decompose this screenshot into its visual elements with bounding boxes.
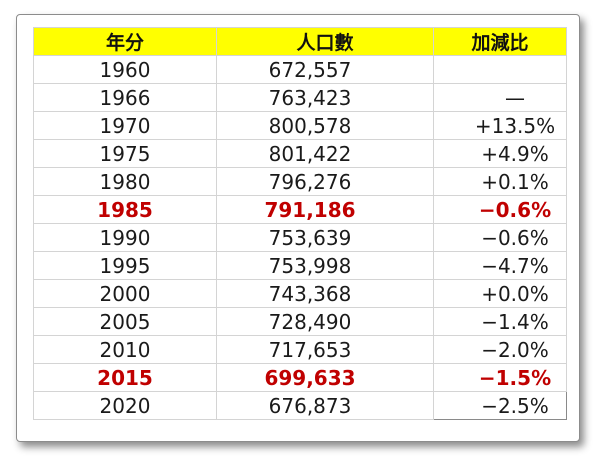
cell-population: 763,423 bbox=[216, 83, 434, 112]
cell-population: 728,490 bbox=[216, 307, 434, 336]
cell-population: 791,186 bbox=[216, 195, 434, 224]
cell-ratio: −2.5% bbox=[433, 391, 567, 420]
table-row: 1980 796,276 +0.1% bbox=[33, 167, 567, 196]
cell-year: 1990 bbox=[33, 223, 217, 252]
cell-ratio: +0.0% bbox=[433, 279, 567, 308]
table-row: 2020 676,873 −2.5% bbox=[33, 391, 567, 420]
table-row: 2000 743,368 +0.0% bbox=[33, 279, 567, 308]
cell-year: 1995 bbox=[33, 251, 217, 280]
cell-population: 717,653 bbox=[216, 335, 434, 364]
cell-ratio: −2.0% bbox=[433, 335, 567, 364]
cell-ratio: −0.6% bbox=[433, 195, 567, 224]
table-row: 1990 753,639 −0.6% bbox=[33, 223, 567, 252]
population-table: 年分 人口數 加減比 1960 672,557 1966 763,423—1970 80… bbox=[33, 27, 567, 420]
cell-population: 801,422 bbox=[216, 139, 434, 168]
cell-year: 2000 bbox=[33, 279, 217, 308]
cell-population: 753,998 bbox=[216, 251, 434, 280]
cell-year: 1985 bbox=[33, 195, 217, 224]
cell-ratio bbox=[433, 55, 567, 84]
table-frame: 年分 人口數 加減比 1960 672,557 1966 763,423—1970 80… bbox=[16, 14, 580, 442]
cell-year: 1975 bbox=[33, 139, 217, 168]
cell-population: 672,557 bbox=[216, 55, 434, 84]
table-header-row: 年分 人口數 加減比 bbox=[33, 27, 567, 56]
cell-ratio: +0.1% bbox=[433, 167, 567, 196]
header-population: 人口數 bbox=[216, 27, 434, 56]
header-ratio: 加減比 bbox=[433, 27, 567, 56]
cell-year: 1966 bbox=[33, 83, 217, 112]
cell-population: 676,873 bbox=[216, 391, 434, 420]
cell-population: 753,639 bbox=[216, 223, 434, 252]
cell-ratio: +13.5% bbox=[433, 111, 567, 140]
table-row: 1985 791,186 −0.6% bbox=[33, 195, 567, 224]
header-year: 年分 bbox=[33, 27, 217, 56]
cell-year: 2020 bbox=[33, 391, 217, 420]
cell-population: 743,368 bbox=[216, 279, 434, 308]
cell-year: 2010 bbox=[33, 335, 217, 364]
cell-ratio: −1.5% bbox=[433, 363, 567, 392]
table-row: 1970 800,578 +13.5% bbox=[33, 111, 567, 140]
cell-ratio: −0.6% bbox=[433, 223, 567, 252]
cell-year: 2005 bbox=[33, 307, 217, 336]
cell-ratio: −4.7% bbox=[433, 251, 567, 280]
cell-population: 796,276 bbox=[216, 167, 434, 196]
cell-ratio: −1.4% bbox=[433, 307, 567, 336]
cell-population: 699,633 bbox=[216, 363, 434, 392]
table-row: 2015 699,633 −1.5% bbox=[33, 363, 567, 392]
table-row: 1966 763,423— bbox=[33, 83, 567, 112]
cell-ratio: — bbox=[433, 83, 567, 112]
table-row: 2005 728,490 −1.4% bbox=[33, 307, 567, 336]
table-row: 2010 717,653 −2.0% bbox=[33, 335, 567, 364]
cell-year: 1960 bbox=[33, 55, 217, 84]
cell-year: 1970 bbox=[33, 111, 217, 140]
cell-year: 1980 bbox=[33, 167, 217, 196]
cell-population: 800,578 bbox=[216, 111, 434, 140]
cell-ratio: +4.9% bbox=[433, 139, 567, 168]
table-row: 1975 801,422 +4.9% bbox=[33, 139, 567, 168]
table-row: 1995 753,998 −4.7% bbox=[33, 251, 567, 280]
table-body: 1960 672,557 1966 763,423—1970 800,578 +13.5%… bbox=[33, 55, 567, 420]
table-row: 1960 672,557 bbox=[33, 55, 567, 84]
cell-year: 2015 bbox=[33, 363, 217, 392]
